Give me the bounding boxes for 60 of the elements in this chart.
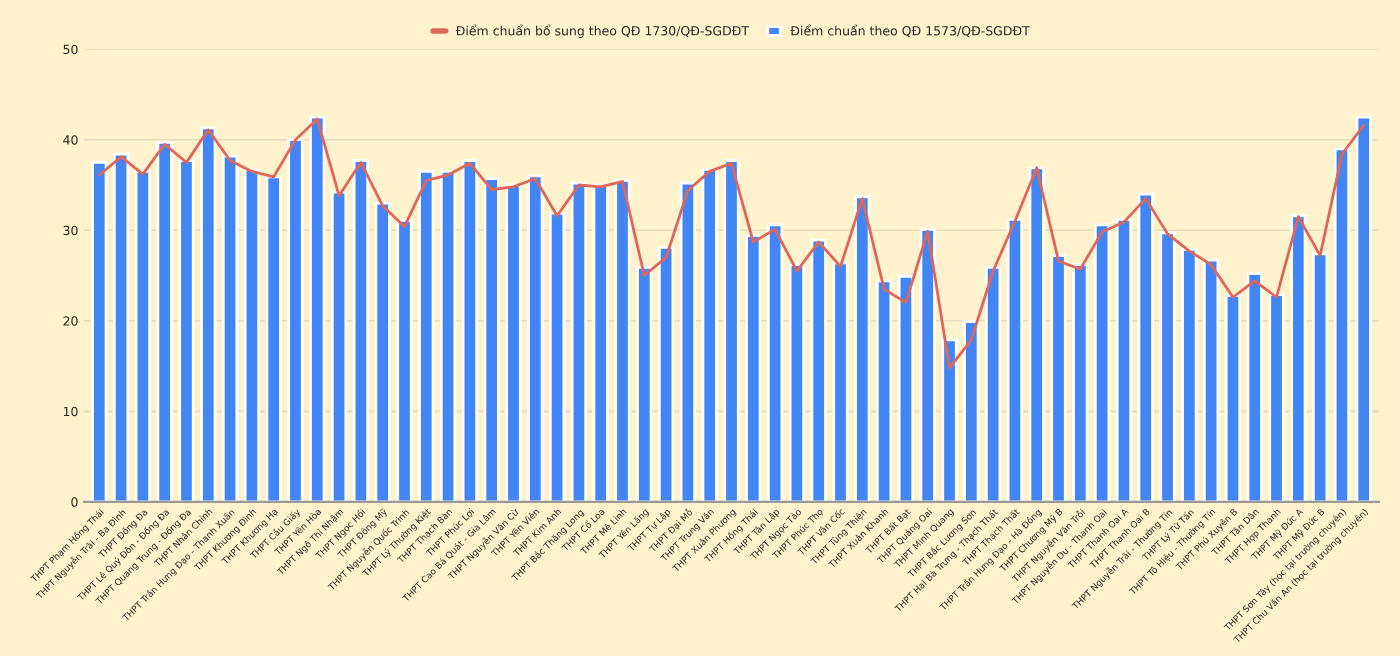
bar	[592, 183, 609, 502]
bar	[548, 211, 566, 502]
bar	[505, 183, 522, 502]
bar	[723, 159, 740, 502]
bar	[309, 115, 326, 502]
bar	[941, 338, 958, 502]
bar	[810, 238, 827, 502]
bar	[1224, 294, 1242, 502]
bar	[1028, 166, 1045, 502]
bar	[1290, 214, 1307, 502]
bar	[374, 201, 391, 502]
bar	[875, 279, 893, 502]
bar	[657, 246, 675, 502]
bar	[679, 181, 697, 502]
bar	[570, 181, 588, 502]
bar	[1181, 247, 1198, 502]
bar	[221, 154, 239, 502]
bar	[265, 175, 282, 502]
bar	[766, 223, 784, 502]
bar	[1093, 223, 1111, 502]
bar	[134, 170, 152, 502]
bar	[1006, 218, 1024, 502]
bar	[156, 141, 173, 502]
bar	[1268, 293, 1285, 502]
bar	[461, 159, 479, 502]
bar	[854, 195, 871, 502]
bar	[112, 152, 130, 502]
bar	[745, 234, 762, 502]
bar	[897, 275, 915, 502]
bar	[832, 261, 849, 502]
bar	[1246, 272, 1263, 502]
bar	[352, 159, 370, 502]
bar	[1137, 192, 1154, 502]
bar	[527, 174, 544, 502]
bar	[963, 320, 980, 502]
bar	[200, 126, 217, 502]
bar	[330, 190, 348, 502]
bar	[636, 265, 653, 502]
bar	[1072, 263, 1089, 502]
bar	[483, 177, 500, 502]
bar	[178, 159, 195, 502]
bar	[287, 138, 304, 502]
line-series	[97, 117, 1366, 370]
bar	[243, 168, 261, 502]
bar	[701, 168, 718, 502]
bar	[788, 263, 806, 502]
bar	[984, 265, 1002, 502]
bar	[919, 227, 936, 502]
bar	[1115, 218, 1133, 502]
bar	[91, 160, 108, 502]
bar	[1202, 258, 1220, 502]
bar	[418, 170, 435, 502]
bar	[614, 179, 631, 502]
bar	[1333, 147, 1351, 502]
bar	[396, 218, 413, 502]
bar	[1159, 231, 1176, 502]
bar	[1311, 252, 1329, 502]
bar	[1050, 254, 1067, 502]
bar	[439, 170, 457, 502]
bar	[1355, 115, 1372, 502]
